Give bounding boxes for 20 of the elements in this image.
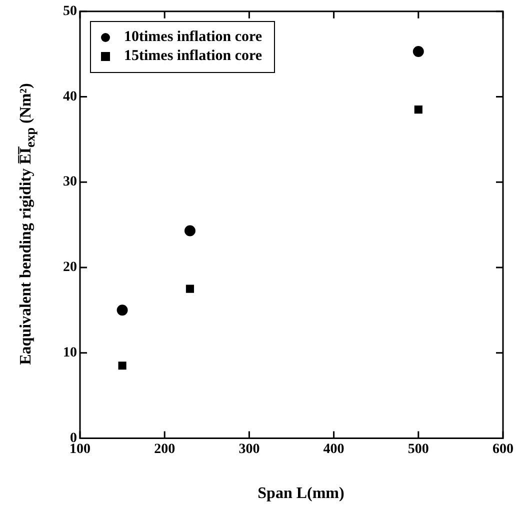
x-tick-label: 600 [492,442,514,458]
y-tick-label: 10 [63,345,77,360]
y-tick-label: 50 [63,4,77,20]
point [412,46,424,58]
x-tick-label: 400 [323,442,344,458]
x-tick-label: 100 [70,442,90,458]
legend-label: 15times inflation core [124,48,262,66]
y-tick-label: 30 [63,174,77,190]
point [414,106,422,114]
point [184,225,196,236]
point [116,304,128,316]
x-tick-label: 200 [154,442,176,458]
legend-label: 10times inflation core [124,29,262,46]
point [118,362,126,370]
x-axis-title: Span L(mm) [258,485,344,503]
point [186,284,194,293]
y-tick-label: 40 [63,89,77,104]
x-tick-label: 500 [408,442,429,458]
y-tick-label: 20 [63,260,77,276]
x-tick-label: 300 [238,442,260,458]
